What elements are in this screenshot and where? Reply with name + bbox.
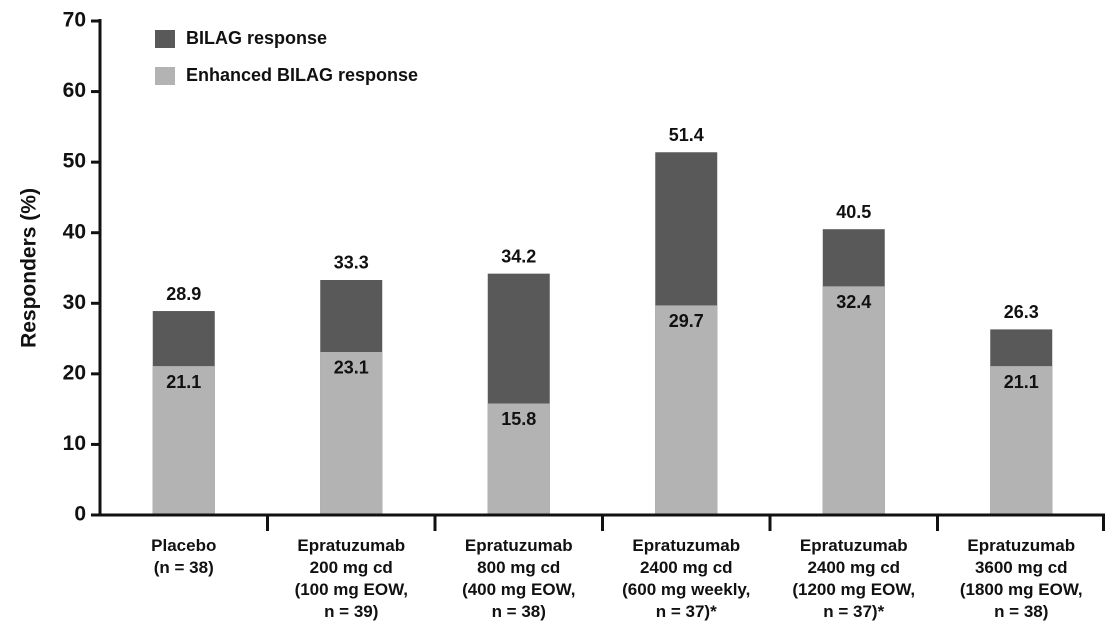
y-tick-label: 70: [63, 9, 86, 32]
legend-swatch: [155, 67, 175, 85]
value-label: 21.1: [166, 372, 201, 392]
value-label: 51.4: [669, 125, 704, 145]
value-label: 28.9: [166, 284, 201, 304]
bar: [655, 305, 718, 515]
value-label: 15.8: [501, 409, 536, 429]
y-tick-label: 60: [63, 79, 86, 102]
value-label: 29.7: [669, 311, 704, 331]
x-tick-label: Epratuzumab 2400 mg cd (1200 mg EOW, n =…: [792, 536, 916, 621]
value-label: 34.2: [501, 246, 536, 266]
bar: [152, 366, 215, 515]
y-axis-label: Responders (%): [18, 188, 41, 348]
legend-swatch: [155, 30, 175, 48]
legend-label: Enhanced BILAG response: [186, 65, 418, 85]
value-label: 26.3: [1004, 302, 1039, 322]
x-tick-label: Placebo (n = 38): [151, 536, 217, 577]
x-tick-label: Epratuzumab 800 mg cd (400 mg EOW, n = 3…: [462, 536, 576, 621]
value-label: 33.3: [334, 253, 369, 273]
value-label: 32.4: [836, 292, 871, 312]
y-tick-label: 10: [63, 432, 86, 455]
bar: [487, 403, 550, 515]
value-label: 40.5: [836, 202, 871, 222]
y-tick-label: 50: [63, 150, 86, 173]
y-tick-label: 40: [63, 220, 86, 243]
value-label: 23.1: [334, 358, 369, 378]
bar: [990, 366, 1053, 515]
x-tick-label: Epratuzumab 200 mg cd (100 mg EOW, n = 3…: [294, 536, 408, 621]
value-label: 21.1: [1004, 372, 1039, 392]
x-tick-label: Epratuzumab 2400 mg cd (600 mg weekly, n…: [622, 536, 751, 621]
y-tick-label: 0: [74, 503, 86, 526]
y-tick-label: 20: [63, 361, 86, 384]
bar: [822, 286, 885, 515]
x-tick-label: Epratuzumab 3600 mg cd (1800 mg EOW, n =…: [959, 536, 1083, 621]
legend-label: BILAG response: [186, 28, 327, 48]
bar: [320, 351, 383, 515]
y-tick-label: 30: [63, 291, 86, 314]
